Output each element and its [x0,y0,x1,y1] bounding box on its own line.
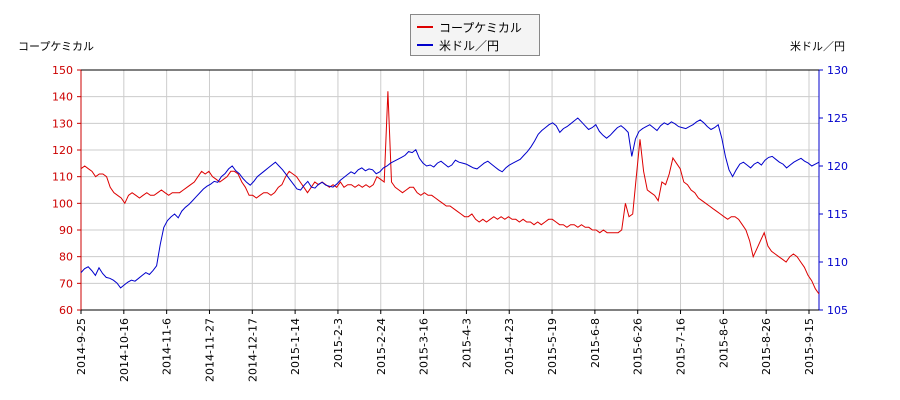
x-tick-label: 2015-6-8 [589,318,602,368]
x-tick-label: 2014-9-25 [75,318,88,375]
y-right-tick-label: 130 [827,64,848,77]
y-left-tick-label: 130 [52,117,73,130]
y-right-tick-label: 115 [827,208,848,221]
y-left-tick-label: 70 [59,277,73,290]
x-tick-label: 2015-3-16 [418,318,431,375]
x-tick-label: 2015-4-23 [503,318,516,375]
y-right-tick-label: 110 [827,256,848,269]
x-tick-label: 2015-2-3 [332,318,345,368]
legend-label-series-2: 米ドル／円 [439,39,500,53]
x-tick-label: 2015-5-19 [546,318,559,375]
y-left-tick-label: 100 [52,197,73,210]
x-tick-label: 2015-9-15 [803,318,816,375]
y-left-tick-label: 90 [59,224,73,237]
legend-label-series-1: コープケミカル [439,21,522,35]
series-line-2 [80,117,820,289]
legend: コープケミカル 米ドル／円 [410,14,540,56]
y-right-tick-label: 105 [827,304,848,317]
x-tick-label: 2014-12-17 [246,318,259,382]
x-tick-label: 2015-6-26 [632,318,645,375]
x-tick-label: 2015-4-3 [460,318,473,368]
x-tick-label: 2015-8-6 [717,318,730,368]
x-tick-label: 2014-11-27 [203,318,216,382]
y-left-tick-label: 140 [52,91,73,104]
x-tick-label: 2014-10-16 [118,318,131,382]
x-tick-label: 2015-7-16 [675,318,688,375]
x-tick-label: 2015-8-26 [760,318,773,375]
x-tick-label: 2014-11-6 [161,318,174,375]
right-axis-title: 米ドル／円 [790,40,845,53]
legend-swatch-series-2 [417,44,433,46]
legend-swatch-series-1 [417,26,433,28]
x-tick-label: 2015-2-24 [375,318,388,375]
y-left-tick-label: 150 [52,64,73,77]
y-right-tick-label: 120 [827,160,848,173]
y-left-tick-label: 120 [52,144,73,157]
left-axis-title: コープケミカル [18,40,95,53]
plot-area [81,70,819,310]
y-left-tick-label: 80 [59,251,73,264]
y-left-tick-label: 60 [59,304,73,317]
series-line-1 [80,91,820,295]
y-right-tick-label: 125 [827,112,848,125]
x-tick-label: 2015-1-14 [289,318,302,375]
y-left-tick-label: 110 [52,171,73,184]
